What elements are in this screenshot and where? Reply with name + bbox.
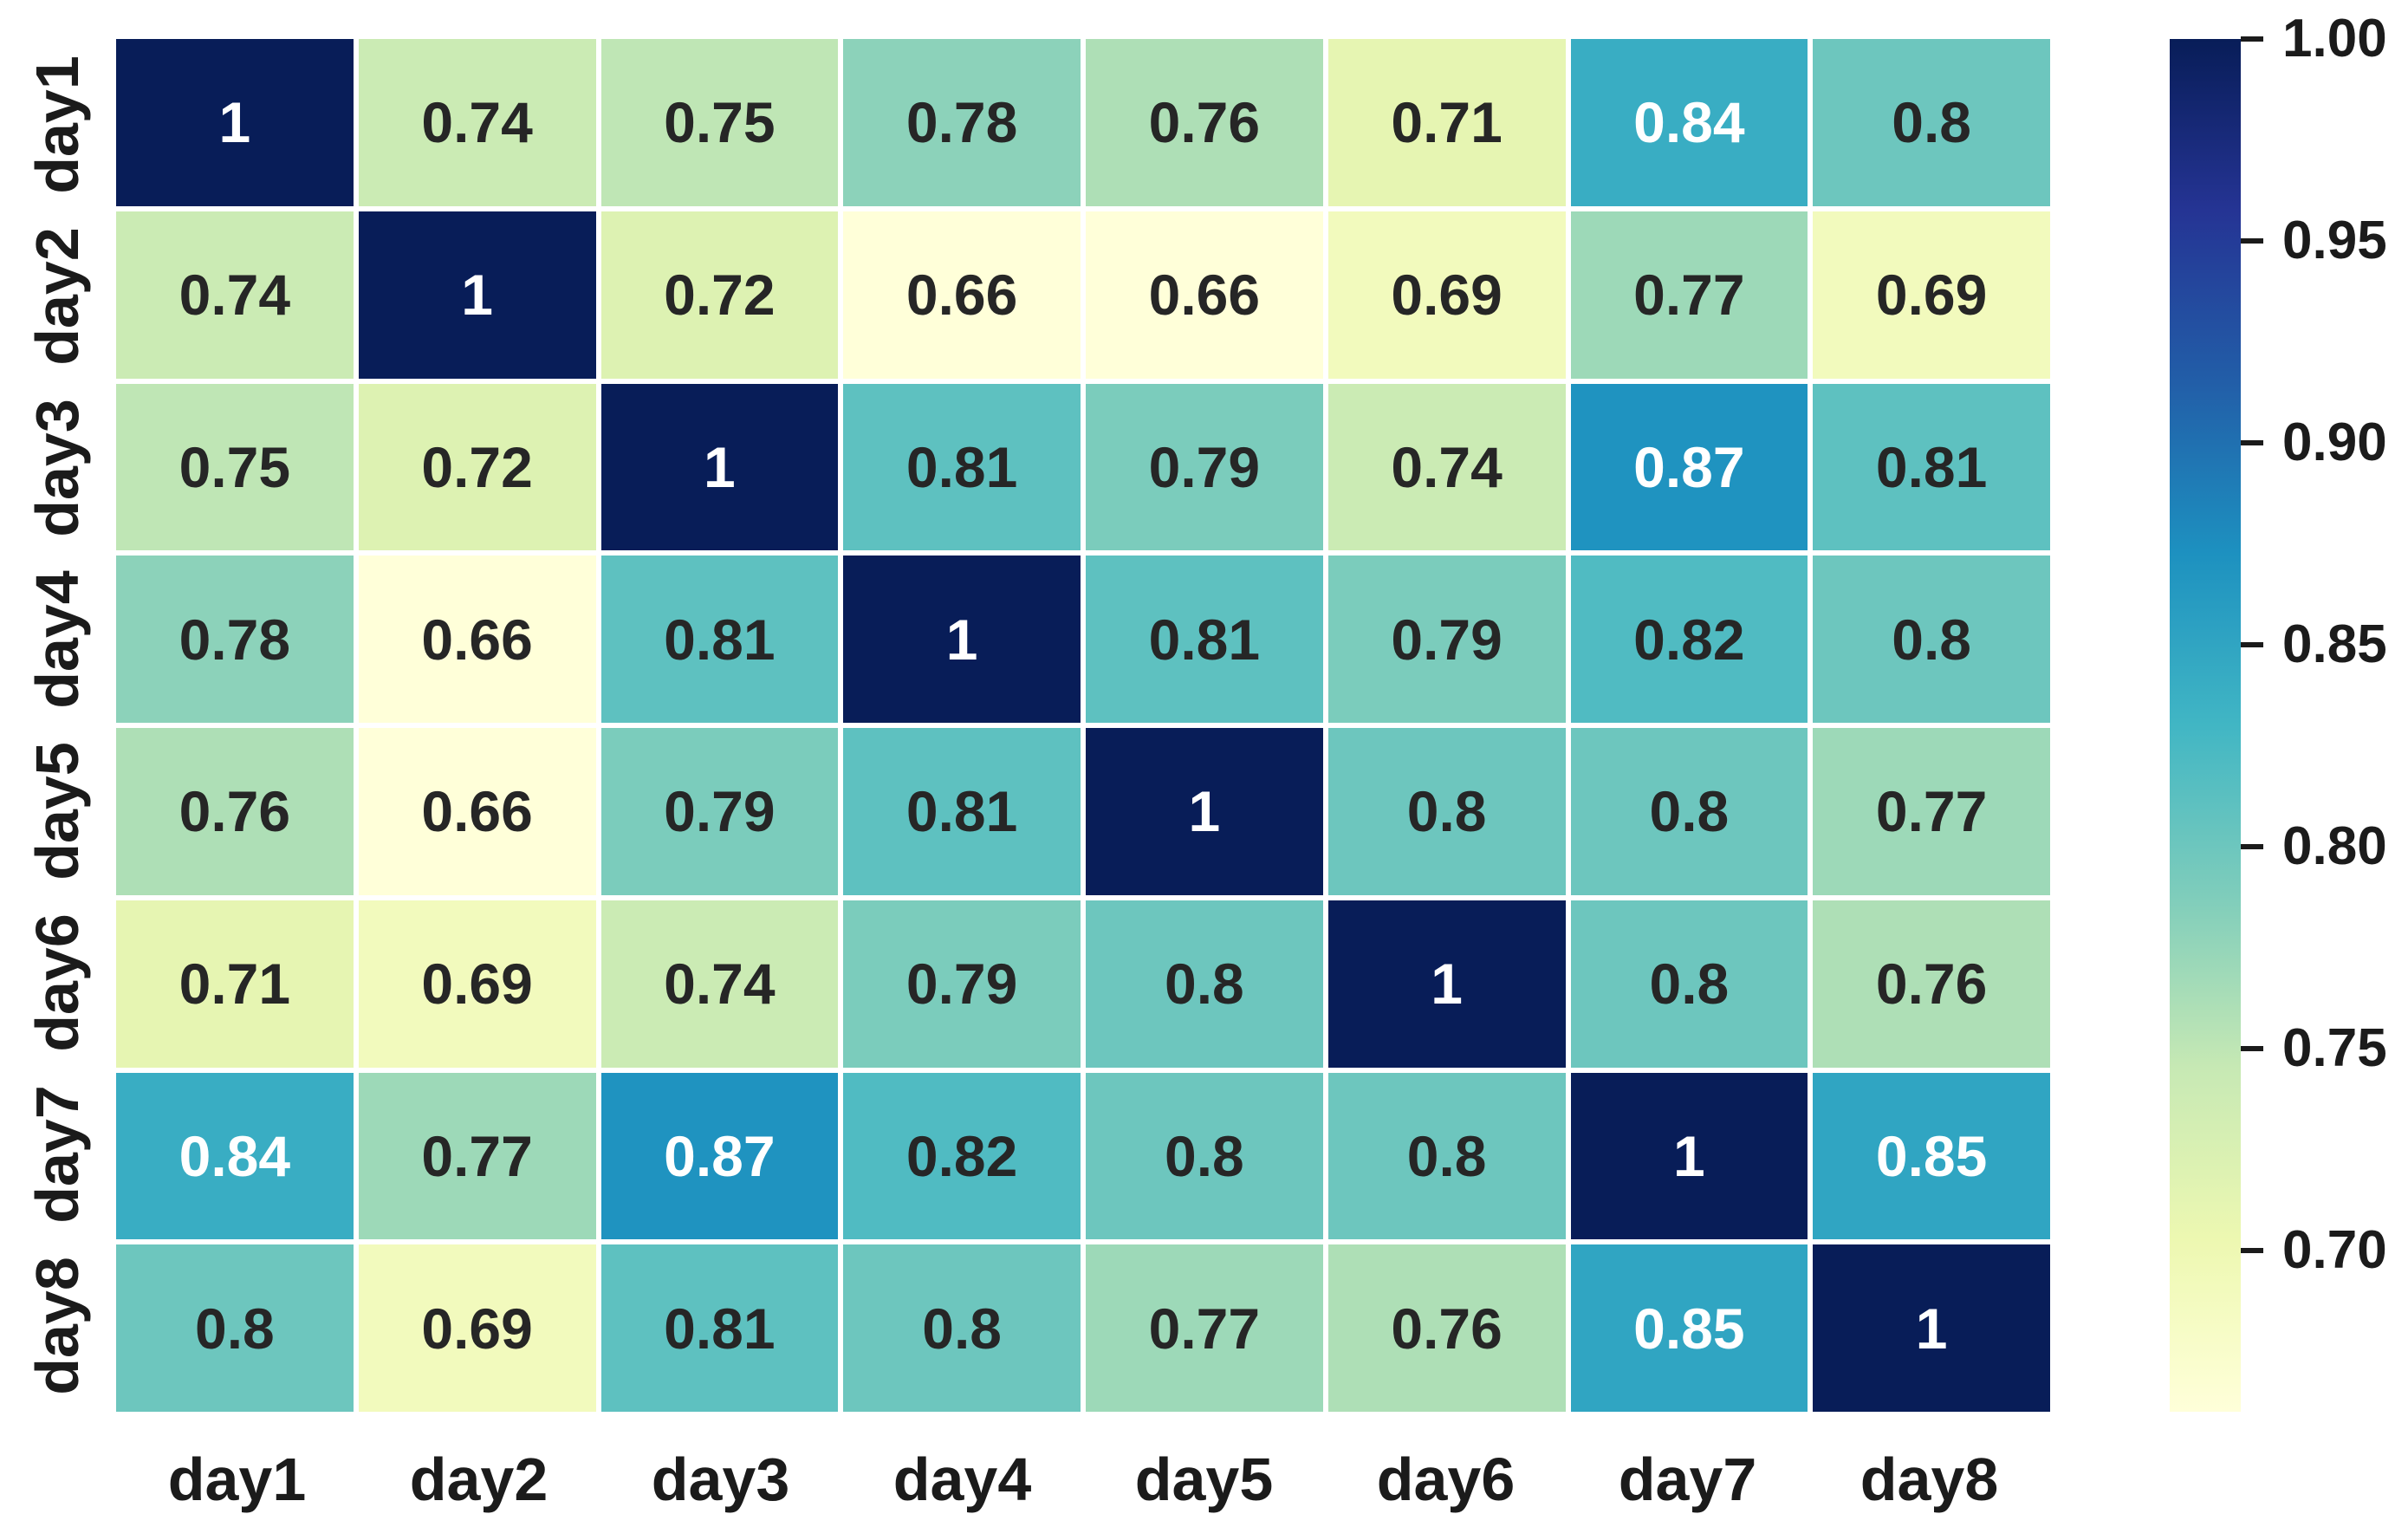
heatmap-cell: 0.72	[600, 211, 839, 379]
heatmap-cell: 0.84	[1570, 39, 1808, 206]
heatmap-cell: 0.77	[1570, 211, 1808, 379]
heatmap-cell: 0.75	[600, 39, 839, 206]
heatmap-cell: 1	[1570, 1072, 1808, 1240]
colorbar-tick-label: 0.95	[2282, 210, 2387, 270]
colorbar-tick-mark	[2241, 641, 2263, 647]
heatmap-cell: 0.79	[1086, 383, 1323, 551]
colorbar-tick-mark	[2241, 843, 2263, 849]
heatmap-cell: 0.74	[358, 39, 596, 206]
heatmap-cell: 0.77	[1086, 1244, 1323, 1412]
heatmap-cell: 0.84	[116, 1072, 354, 1240]
heatmap-cell: 0.77	[358, 1072, 596, 1240]
heatmap-cell: 0.79	[600, 728, 839, 895]
heatmap-cell: 0.69	[1813, 211, 2050, 379]
y-tick-label: day1	[23, 55, 91, 194]
colorbar-tick-label: 1.00	[2282, 9, 2387, 68]
x-tick-label: day7	[1618, 1446, 1757, 1513]
heatmap-cell: 0.74	[116, 211, 354, 379]
heatmap-cell: 0.76	[1327, 1244, 1566, 1412]
heatmap-cell: 0.75	[116, 383, 354, 551]
heatmap-cell: 0.81	[843, 728, 1081, 895]
colorbar-tick-mark	[2241, 36, 2263, 42]
heatmap-cell: 0.66	[358, 728, 596, 895]
colorbar-tick-mark	[2241, 439, 2263, 445]
x-tick-label: day2	[409, 1446, 548, 1513]
heatmap-cell: 0.82	[1570, 556, 1808, 723]
correlation-heatmap: 1 0.74 0.75 0.78 0.76 0.71 0.84 0.8 0.74 1 0.72 0.6…	[116, 39, 2050, 1412]
heatmap-cell: 0.8	[1086, 1072, 1323, 1240]
heatmap-cell: 0.8	[843, 1244, 1081, 1412]
heatmap-cell: 0.72	[358, 383, 596, 551]
heatmap-cell: 0.87	[1570, 383, 1808, 551]
x-tick-label: day4	[892, 1446, 1032, 1513]
x-tick-label: day8	[1860, 1446, 1999, 1513]
x-tick-label: day6	[1376, 1446, 1516, 1513]
colorbar-tick-mark	[2241, 1045, 2263, 1051]
y-tick-label: day5	[23, 742, 91, 880]
colorbar-tick-label: 0.75	[2282, 1017, 2387, 1078]
heatmap-cell: 0.76	[1813, 900, 2050, 1068]
heatmap-cell: 0.81	[600, 1244, 839, 1412]
heatmap-cell: 0.81	[843, 383, 1081, 551]
y-tick-label: day3	[23, 399, 91, 537]
heatmap-cell: 1	[1327, 900, 1566, 1068]
x-tick-label: day1	[167, 1446, 307, 1513]
heatmap-cell: 0.66	[358, 556, 596, 723]
x-tick-label: day5	[1134, 1446, 1274, 1513]
heatmap-cell: 0.74	[1327, 383, 1566, 551]
heatmap-cell: 0.82	[843, 1072, 1081, 1240]
y-tick-label: day6	[23, 913, 91, 1052]
heatmap-cell: 0.81	[1813, 383, 2050, 551]
y-tick-label: day4	[23, 570, 91, 709]
heatmap-cell: 0.76	[116, 728, 354, 895]
heatmap-cell: 0.8	[116, 1244, 354, 1412]
colorbar-tick-label: 0.90	[2282, 412, 2387, 472]
y-tick-label: day7	[23, 1085, 91, 1224]
heatmap-cell: 0.71	[116, 900, 354, 1068]
heatmap-cell: 1	[1086, 728, 1323, 895]
colorbar-tick-label: 0.70	[2282, 1219, 2387, 1280]
heatmap-cell: 0.71	[1327, 39, 1566, 206]
heatmap-cell: 0.8	[1570, 900, 1808, 1068]
heatmap-cell: 0.79	[843, 900, 1081, 1068]
y-tick-label: day2	[23, 227, 91, 366]
heatmap-cell: 0.8	[1086, 900, 1323, 1068]
heatmap-cell: 0.74	[600, 900, 839, 1068]
colorbar-tick-mark	[2241, 237, 2263, 244]
heatmap-cell: 0.77	[1813, 728, 2050, 895]
heatmap-cell: 0.66	[1086, 211, 1323, 379]
heatmap-cell: 0.85	[1570, 1244, 1808, 1412]
heatmap-cell: 0.85	[1813, 1072, 2050, 1240]
heatmap-cell: 1	[116, 39, 354, 206]
heatmap-cell: 0.66	[843, 211, 1081, 379]
y-tick-label: day8	[23, 1257, 91, 1395]
heatmap-cell: 0.8	[1570, 728, 1808, 895]
x-tick-label: day3	[651, 1446, 790, 1513]
heatmap-cell: 0.87	[600, 1072, 839, 1240]
heatmap-cell: 0.78	[116, 556, 354, 723]
heatmap-cell: 1	[1813, 1244, 2050, 1412]
colorbar-gradient	[2170, 39, 2241, 1412]
heatmap-cell: 0.78	[843, 39, 1081, 206]
heatmap-cell: 0.8	[1327, 1072, 1566, 1240]
colorbar-tick-mark	[2241, 1247, 2263, 1253]
heatmap-cell: 0.76	[1086, 39, 1323, 206]
colorbar-tick-label: 0.85	[2282, 614, 2387, 674]
heatmap-cell: 0.79	[1327, 556, 1566, 723]
heatmap-cell: 1	[843, 556, 1081, 723]
heatmap-cell: 1	[600, 383, 839, 551]
heatmap-cell: 0.81	[1086, 556, 1323, 723]
heatmap-cell: 0.8	[1327, 728, 1566, 895]
heatmap-cell: 0.69	[358, 1244, 596, 1412]
heatmap-cell: 0.81	[600, 556, 839, 723]
heatmap-cell: 1	[358, 211, 596, 379]
heatmap-cell: 0.69	[358, 900, 596, 1068]
heatmap-cell: 0.8	[1813, 39, 2050, 206]
colorbar-tick-label: 0.80	[2282, 815, 2387, 876]
heatmap-cell: 0.69	[1327, 211, 1566, 379]
heatmap-cell: 0.8	[1813, 556, 2050, 723]
